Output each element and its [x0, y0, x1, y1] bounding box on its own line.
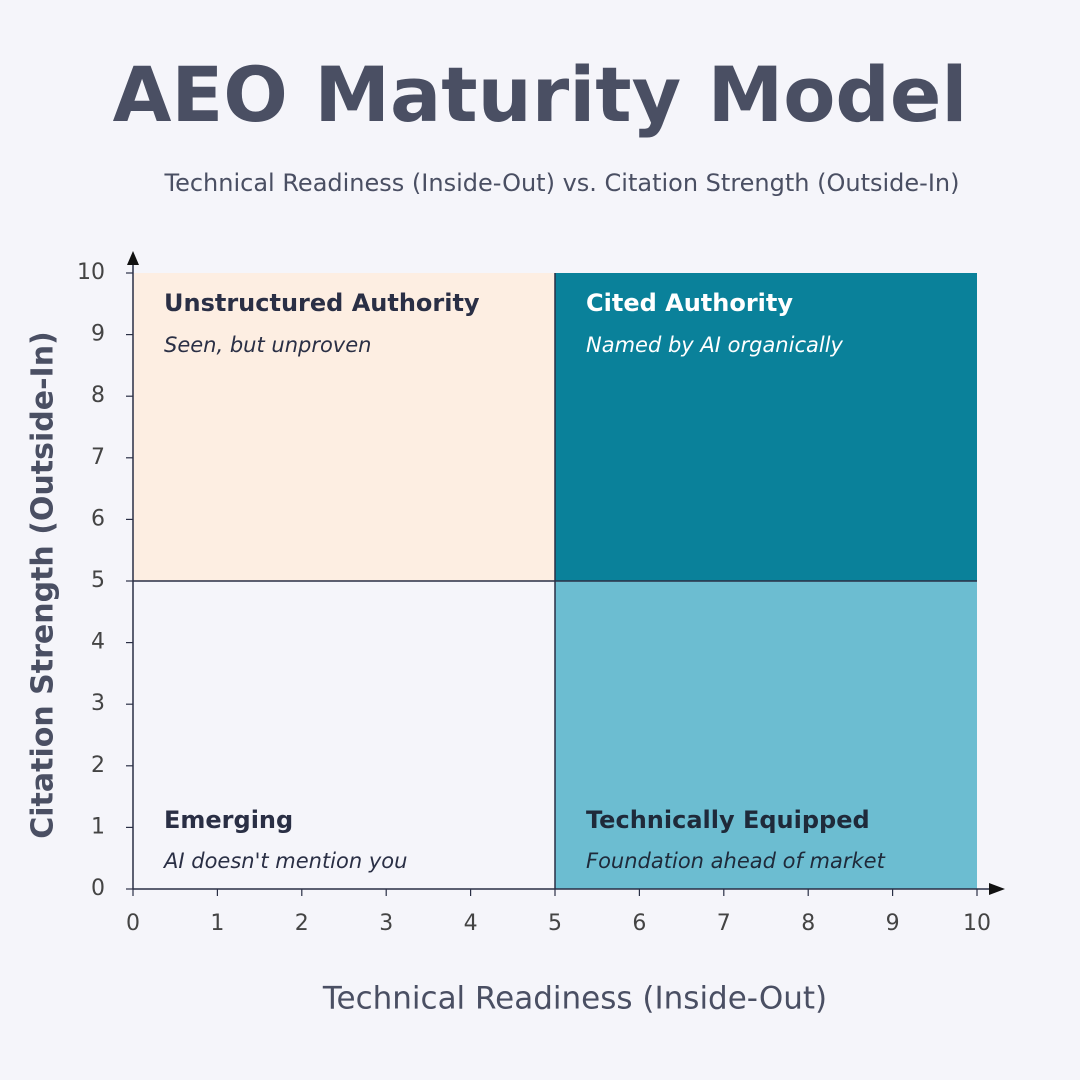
y-tick-label: 0	[91, 876, 105, 901]
x-tick-label: 10	[963, 911, 991, 936]
quadrant	[555, 273, 977, 581]
x-tick-label: 5	[548, 911, 562, 936]
y-axis-arrow	[127, 251, 139, 265]
y-tick-label: 6	[91, 506, 105, 531]
y-tick-label: 9	[91, 322, 105, 347]
quadrant-description: Foundation ahead of market	[586, 849, 886, 873]
quadrant-description: AI doesn't mention you	[162, 849, 407, 873]
chart-title: AEO Maturity Model	[113, 50, 968, 139]
x-tick-label: 8	[801, 911, 815, 936]
quadrant-description: Seen, but unproven	[164, 333, 371, 357]
y-axis-label: Citation Strength (Outside-In)	[26, 331, 61, 839]
chart-subtitle: Technical Readiness (Inside-Out) vs. Cit…	[164, 169, 960, 197]
y-tick-label: 8	[91, 383, 105, 408]
x-tick-label: 0	[126, 911, 140, 936]
x-tick-label: 3	[379, 911, 393, 936]
quadrant-name: Emerging	[164, 806, 293, 834]
y-tick-label: 7	[91, 445, 105, 470]
quadrant	[555, 581, 977, 889]
x-axis-label: Technical Readiness (Inside-Out)	[322, 981, 827, 1017]
x-tick-label: 9	[886, 911, 900, 936]
x-axis-arrow	[989, 883, 1005, 895]
x-tick-label: 4	[464, 911, 478, 936]
x-tick-label: 1	[210, 911, 224, 936]
x-tick-label: 2	[295, 911, 309, 936]
y-tick-label: 5	[91, 568, 105, 593]
quadrant-description: Named by AI organically	[586, 333, 844, 357]
x-tick-label: 7	[717, 911, 731, 936]
y-tick-label: 2	[91, 753, 105, 778]
y-tick-label: 4	[91, 630, 105, 655]
y-tick-label: 3	[91, 691, 105, 716]
quadrant-name: Unstructured Authority	[164, 289, 480, 317]
x-tick-label: 6	[632, 911, 646, 936]
y-tick-label: 10	[77, 260, 105, 285]
quadrant	[133, 273, 555, 581]
quadrant-name: Cited Authority	[586, 289, 793, 317]
y-tick-label: 1	[91, 814, 105, 839]
quadrant-name: Technically Equipped	[586, 806, 870, 834]
